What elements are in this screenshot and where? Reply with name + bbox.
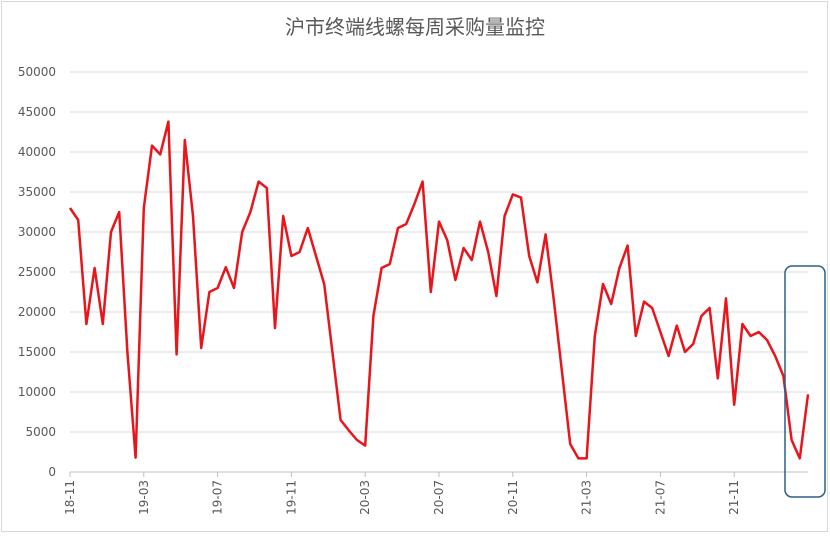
x-tick-label: 19-11 [284, 480, 298, 515]
y-tick-label: 0 [48, 465, 56, 479]
y-tick-label: 20000 [18, 305, 56, 319]
x-tick-label: 20-11 [506, 480, 520, 515]
x-tick-label: 20-03 [358, 480, 372, 515]
y-tick-label: 5000 [25, 425, 56, 439]
y-tick-label: 15000 [18, 345, 56, 359]
x-tick-label: 19-03 [137, 480, 151, 515]
y-tick-label: 40000 [18, 145, 56, 159]
y-tick-label: 45000 [18, 105, 56, 119]
x-tick-label: 21-07 [653, 480, 667, 515]
y-tick-label: 35000 [18, 185, 56, 199]
x-tick-label: 19-07 [211, 480, 225, 515]
chart-title: 沪市终端线螺每周采购量监控 [285, 15, 545, 39]
highlight-box [784, 265, 826, 498]
x-tick-label: 21-11 [727, 480, 741, 515]
y-tick-label: 25000 [18, 265, 56, 279]
data-line [68, 120, 810, 460]
y-tick-label: 30000 [18, 225, 56, 239]
x-tick-label: 20-07 [432, 480, 446, 515]
y-tick-label: 10000 [18, 385, 56, 399]
x-tick-label: 21-03 [580, 480, 594, 515]
x-tick-label: 18-11 [63, 480, 77, 515]
y-tick-label: 50000 [18, 65, 56, 79]
